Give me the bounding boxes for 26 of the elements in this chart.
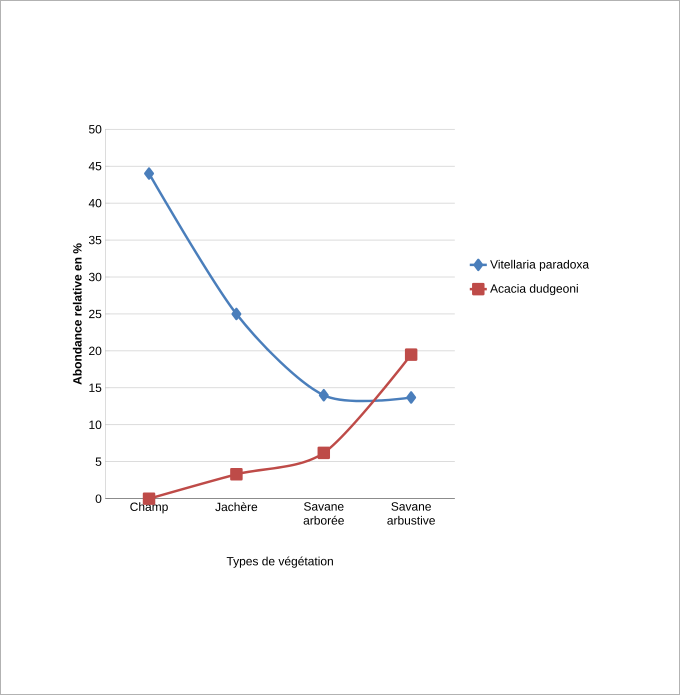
y-tick-label: 40 — [88, 198, 102, 208]
point — [144, 167, 154, 180]
point — [318, 388, 329, 402]
point — [231, 308, 242, 320]
y-tick-label: 15 — [89, 384, 102, 392]
x-tick-label: Savane arborée — [304, 502, 344, 525]
legend-label: Vitellaria paradoxa — [490, 260, 590, 272]
point — [230, 468, 243, 481]
y-tick-label: 50 — [88, 124, 102, 134]
y-axis-title: Abondance relative en % — [72, 243, 82, 385]
point — [406, 391, 416, 404]
x-axis-title: Types de végétation — [226, 556, 333, 568]
point — [318, 446, 330, 460]
y-tick-label: 20 — [89, 346, 102, 356]
y-tick-label: 5 — [96, 458, 102, 466]
x-tick-label: Jachère — [215, 502, 258, 512]
legend-label: Acacia dudgeoni — [490, 284, 578, 296]
y-tick-label: 35 — [88, 236, 102, 244]
y-tick-label: 30 — [88, 272, 102, 282]
point — [404, 348, 418, 361]
x-tick-label: Savane arbustive — [387, 502, 435, 525]
y-tick-label: 25 — [89, 310, 102, 318]
y-tick-label: 45 — [88, 162, 102, 170]
x-tick-label: Champ — [130, 502, 168, 514]
y-tick-label: 0 — [96, 494, 102, 503]
y-tick-label: 10 — [89, 420, 102, 430]
